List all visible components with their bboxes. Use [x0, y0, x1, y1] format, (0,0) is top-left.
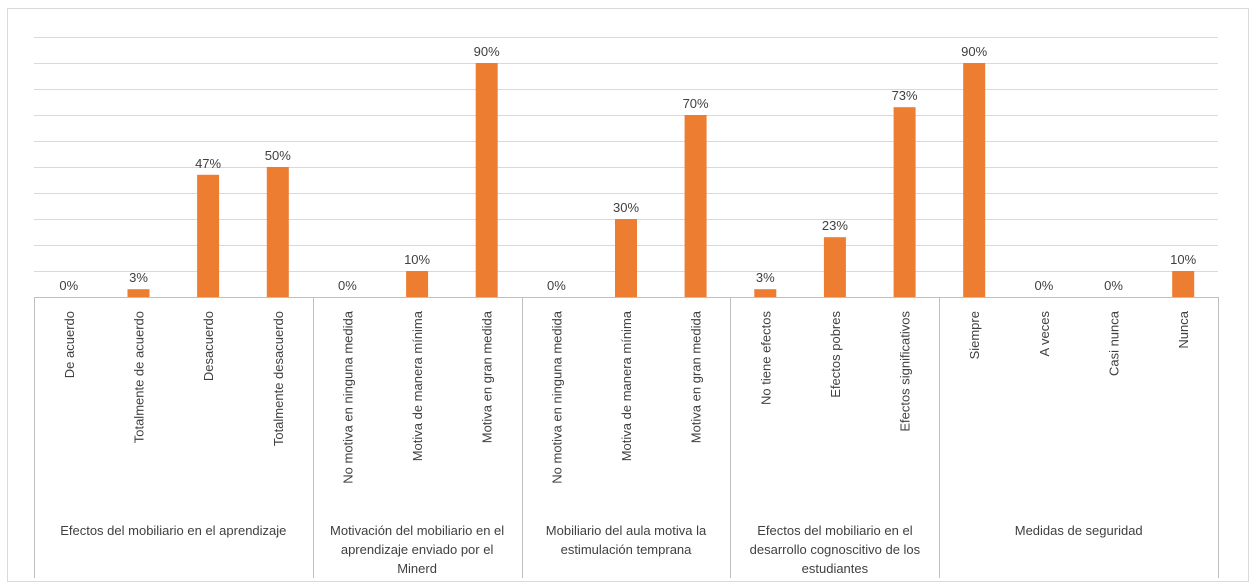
data-label: 3%: [756, 270, 775, 285]
bar: [127, 289, 150, 297]
data-label: 10%: [404, 252, 430, 267]
category-label: Siempre: [967, 311, 982, 359]
category-label: Desacuerdo: [201, 311, 216, 381]
data-label: 47%: [195, 156, 221, 171]
group-label: Medidas de seguridad: [1015, 523, 1143, 538]
category-label: Totalmente desacuerdo: [271, 311, 286, 446]
bar: [963, 63, 986, 297]
group-label-line: Mobiliario del aula motiva la: [546, 523, 707, 538]
category-label: Motiva de manera mínima: [410, 310, 425, 461]
category-label: No tiene efectos: [758, 311, 773, 405]
category-label: No motiva en ninguna medida: [340, 310, 355, 483]
group-label-line: Medidas de seguridad: [1015, 523, 1143, 538]
bar: [823, 237, 846, 297]
bar: [197, 174, 220, 297]
data-label: 3%: [129, 270, 148, 285]
bar: [406, 271, 429, 297]
gridlines: [34, 37, 1218, 272]
axes: [34, 297, 1219, 578]
data-label: 0%: [1104, 278, 1123, 293]
data-label: 23%: [822, 218, 848, 233]
group-label: Efectos del mobiliario en el desarrollo c…: [750, 523, 921, 576]
data-label: 70%: [683, 96, 709, 111]
group-label-line: desarrollo cognoscitivo de los: [750, 542, 921, 557]
category-label: Motiva en gran medida: [480, 310, 495, 443]
data-label: 0%: [59, 278, 78, 293]
data-label: 0%: [338, 278, 357, 293]
data-label: 73%: [892, 88, 918, 103]
bars: [127, 63, 1195, 297]
group-label: Mobiliario del aula motiva la estimulació…: [546, 523, 707, 557]
data-label: 30%: [613, 200, 639, 215]
group-labels: Efectos del mobiliario en el aprendizaje…: [60, 523, 1142, 576]
category-label: Efectos pobres: [828, 311, 843, 398]
group-label-line: aprendizaje enviado por el: [341, 542, 494, 557]
data-labels: 0% 3% 47% 50% 0% 10% 90% 0% 30% 70% 3% 23% 73% 90% 0% 0…: [59, 44, 1196, 293]
category-label: Motiva en gran medida: [689, 310, 704, 443]
category-labels: De acuerdo Totalmente de acuerdo Desacuerd…: [62, 310, 1191, 484]
bar: [266, 167, 289, 297]
bar: [1172, 271, 1195, 297]
data-label: 90%: [474, 44, 500, 59]
group-label-line: Motivación del mobiliario en el: [330, 523, 504, 538]
data-label: 0%: [547, 278, 566, 293]
group-label: Efectos del mobiliario en el aprendizaje: [60, 523, 286, 538]
category-label: De acuerdo: [62, 311, 77, 378]
group-label-line: estudiantes: [802, 561, 869, 576]
group-label-line: Efectos del mobiliario en el aprendizaje: [60, 523, 286, 538]
category-label: No motiva en ninguna medida: [549, 310, 564, 483]
category-label: Efectos significativos: [898, 311, 913, 432]
data-label: 10%: [1170, 252, 1196, 267]
group-label-line: Efectos del mobiliario en el: [757, 523, 912, 538]
group-label: Motivación del mobiliario en el aprendiza…: [330, 523, 504, 576]
data-label: 0%: [1035, 278, 1054, 293]
category-label: A veces: [1037, 311, 1052, 357]
category-label: Casi nunca: [1107, 310, 1122, 376]
group-label-line: estimulación temprana: [561, 542, 693, 557]
bar: [615, 219, 637, 297]
category-label: Totalmente de acuerdo: [132, 311, 147, 443]
category-label: Motiva de manera mínima: [619, 310, 634, 461]
data-label: 90%: [961, 44, 987, 59]
bar: [754, 289, 777, 297]
data-label: 50%: [265, 148, 291, 163]
bar: [684, 115, 707, 297]
bar: [475, 63, 498, 297]
group-label-line: Minerd: [397, 561, 437, 576]
category-label: Nunca: [1176, 310, 1191, 348]
bar: [893, 107, 916, 297]
